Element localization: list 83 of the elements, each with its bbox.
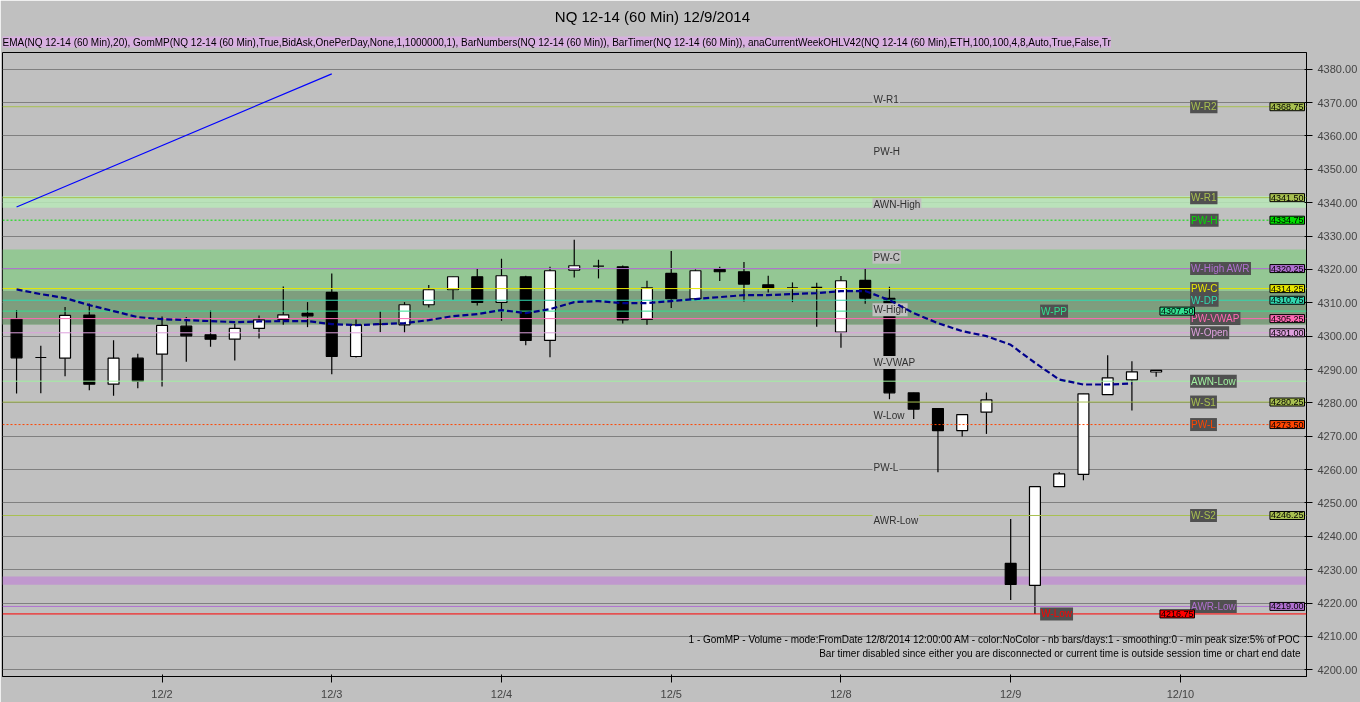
y-tick-label: 4230.00 — [1317, 563, 1358, 576]
ref-line-label: AWR-Low — [1191, 600, 1237, 612]
y-tick-label: 4210.00 — [1317, 630, 1358, 643]
annotation: 4307.50 — [1160, 306, 1194, 317]
annotation: AWR-Low — [873, 514, 919, 526]
annotation: 4314.25 — [1270, 283, 1304, 294]
x-tick-label: 12/4 — [490, 687, 513, 700]
ref-line-label: W-Open — [1191, 327, 1229, 339]
annotation: 4280.25 — [1270, 397, 1304, 408]
ref-line-label: W-S1 — [1191, 396, 1217, 408]
annotation: W-High — [873, 304, 907, 316]
candlestick — [810, 282, 823, 328]
candlestick — [228, 323, 241, 362]
annotation: PW-C — [873, 251, 900, 263]
candlestick — [180, 316, 193, 363]
annotation: AWN-High — [873, 199, 921, 211]
annotation: W-R1 — [873, 93, 900, 105]
x-tick-label: 12/2 — [151, 687, 173, 700]
ref-line-label: W-DP — [1191, 294, 1218, 306]
candlestick — [446, 276, 460, 301]
annotation: 4305.25 — [1270, 313, 1304, 324]
candlestick — [956, 413, 969, 438]
annotation: 4219.00 — [1270, 601, 1304, 612]
annotation: Bar timer disabled since either you are disconnected or current time is outside session time or chart end date — [819, 648, 1301, 660]
annotation: W-VWAP — [873, 356, 916, 368]
y-tick-label: 4360.00 — [1317, 129, 1358, 142]
y-tick-label: 4290.00 — [1317, 363, 1358, 376]
x-tick-label: 12/5 — [660, 687, 682, 700]
y-tick-label: 4300.00 — [1317, 330, 1358, 343]
ref-line-label: PW-C — [1191, 283, 1218, 295]
y-tick-label: 4260.00 — [1317, 463, 1358, 476]
annotation: PW-H — [873, 146, 900, 158]
ref-line-label: W-S2 — [1191, 509, 1217, 521]
ref-line-label: AWN-Low — [1191, 375, 1237, 387]
candlestick — [301, 301, 314, 328]
ref-line-label: W-R2 — [1191, 101, 1217, 113]
ref-line-label: W-High AWR — [1191, 263, 1250, 275]
candlestick — [737, 261, 751, 303]
candlestick — [422, 284, 435, 309]
annotation: 4246.25 — [1270, 510, 1304, 521]
candlestick — [931, 407, 944, 473]
y-tick-label: 4250.00 — [1317, 496, 1358, 509]
y-tick-label: 4320.00 — [1317, 263, 1358, 276]
candlestick — [786, 281, 799, 303]
y-tick-label: 4280.00 — [1317, 396, 1358, 409]
x-tick-label: 12/3 — [321, 687, 343, 700]
candlestick — [1125, 360, 1138, 412]
annotation: 4341.50 — [1270, 192, 1304, 203]
x-tick-label: 12/8 — [830, 687, 852, 700]
annotation: 1 - GomMP - Volume - mode:FromDate 12/8/2014 12:00:00 AM - color:NoColor - nb bars/days:1 - smoothing:0 - min peak size:5% of POC — [688, 634, 1300, 646]
annotation: 4368.75 — [1270, 101, 1304, 112]
x-tick-label: 12/10 — [1166, 687, 1195, 700]
ref-line-label: W-R1 — [1191, 192, 1217, 204]
x-tick-label: 12/9 — [999, 687, 1022, 700]
annotation: 4273.50 — [1270, 419, 1304, 430]
annotation: 4301.00 — [1270, 327, 1304, 338]
annotation: PW-L — [873, 462, 899, 474]
candlestick — [131, 353, 144, 389]
y-tick-label: 4200.00 — [1317, 663, 1358, 676]
y-tick-label: 4310.00 — [1317, 296, 1358, 309]
y-tick-label: 4240.00 — [1317, 530, 1358, 543]
ref-line-label: PW-L — [1191, 419, 1217, 431]
y-tick-label: 4350.00 — [1317, 163, 1358, 176]
ref-line-label: W-PP — [1041, 305, 1068, 317]
y-tick-label: 4370.00 — [1317, 96, 1358, 109]
y-tick-label: 4270.00 — [1317, 430, 1358, 443]
candlestick — [204, 309, 217, 348]
annotation: W-Low — [873, 409, 906, 421]
candlestick — [1004, 518, 1017, 601]
annotation: 4334.75 — [1270, 215, 1304, 226]
y-tick-label: 4340.00 — [1317, 196, 1358, 209]
y-tick-label: 4380.00 — [1317, 63, 1358, 76]
candlestick — [34, 345, 47, 394]
ref-line-label: PW-H — [1191, 214, 1218, 226]
text: EMA(NQ 12-14 (60 Min),20), GomMP(NQ 12-14 (60 Min),True,BidAsk,OnePerDay,None,1,1000000,1), BarNumbers(NQ 12-14 (60 Min)), BarTimer(NQ 12-14 (60 Min)), anaCurrentWeekOHLV42(NQ 12-14 (60 Min),ETH,100,100,4,8,Auto,True,False,Tr — [2, 36, 1112, 48]
annotation: 4320.25 — [1270, 263, 1304, 274]
ref-line-label: PW-VWAP — [1191, 313, 1240, 325]
candlestick — [592, 259, 605, 280]
y-tick-label: 4220.00 — [1317, 597, 1358, 610]
y-tick-label: 4330.00 — [1317, 230, 1358, 243]
ref-line-label: W-Low — [1041, 608, 1073, 620]
chart-title: NQ 12-14 (60 Min) 12/9/2014 — [554, 7, 750, 25]
annotation: 4310.75 — [1270, 295, 1304, 306]
